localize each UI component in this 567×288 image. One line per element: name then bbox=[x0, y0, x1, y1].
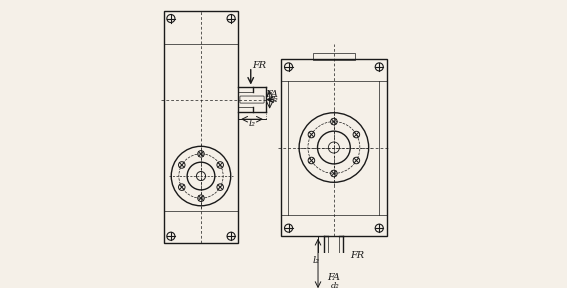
Text: l₂: l₂ bbox=[248, 118, 255, 128]
Text: d₂: d₂ bbox=[270, 96, 279, 104]
Bar bbox=[313, 53, 355, 60]
Text: FR: FR bbox=[252, 61, 266, 70]
Text: FA: FA bbox=[265, 90, 278, 98]
Text: FA: FA bbox=[327, 273, 340, 282]
Text: d₂: d₂ bbox=[331, 282, 340, 288]
Text: l₂: l₂ bbox=[312, 256, 319, 266]
Bar bbox=[281, 59, 387, 236]
Bar bbox=[164, 12, 238, 243]
Text: FR: FR bbox=[350, 251, 364, 260]
